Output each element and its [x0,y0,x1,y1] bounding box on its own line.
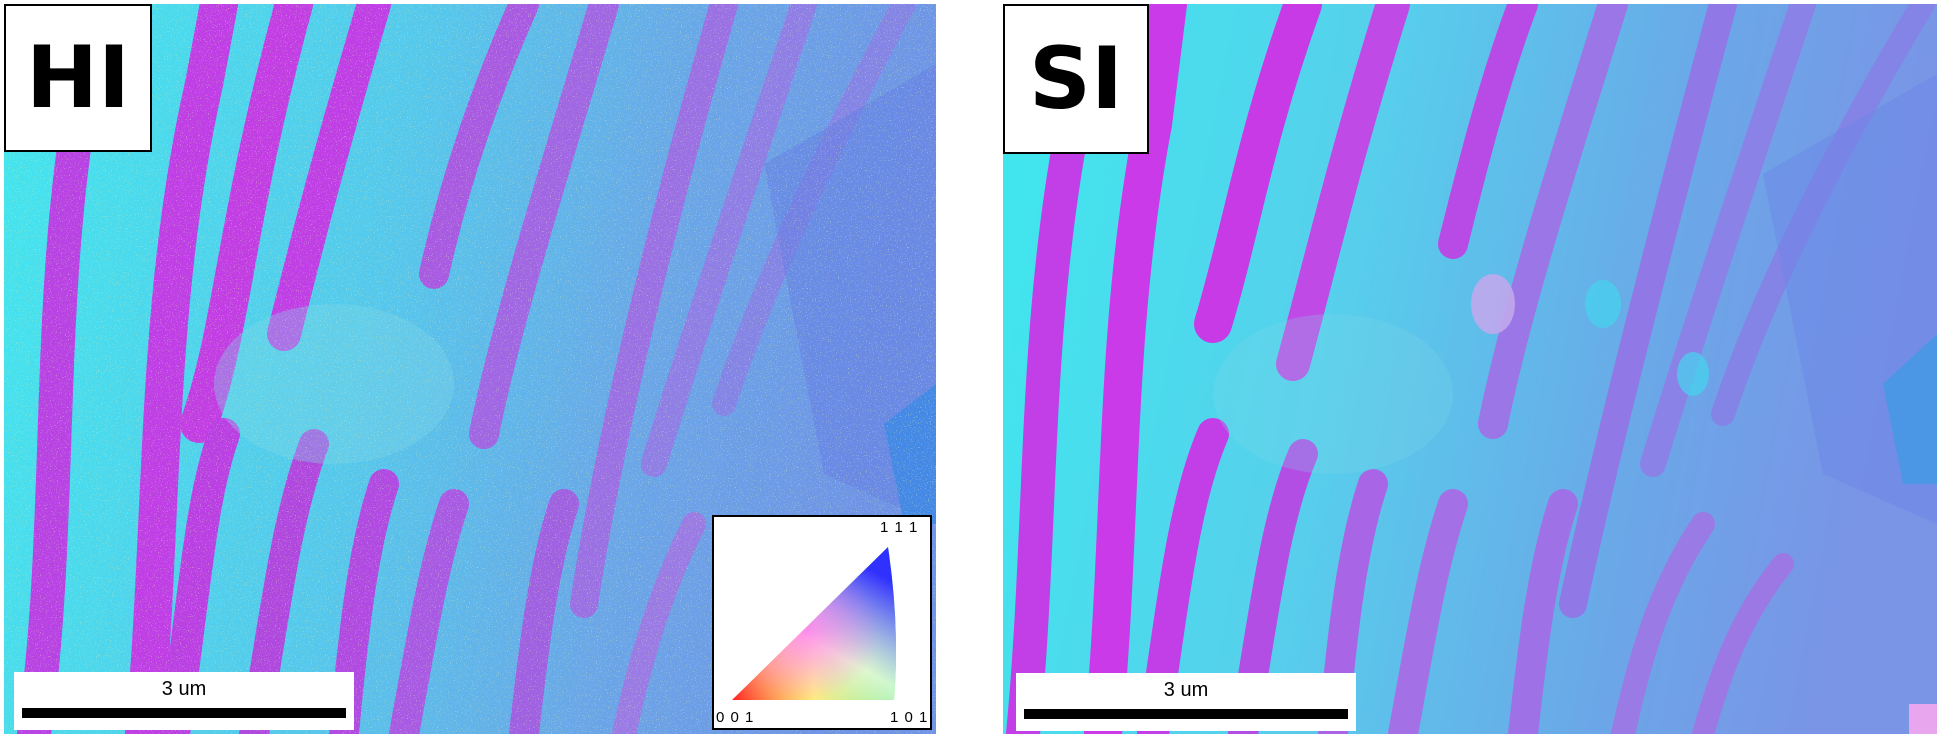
ipf-label-001: 0 0 1 [716,709,755,726]
orientation-map-hi [4,4,936,734]
ipf-color-key: 1 1 1 0 0 1 1 0 1 [712,515,932,730]
ipf-label-111: 1 1 1 [880,519,919,536]
scale-bar-si: 3 um [1016,673,1356,731]
scale-bar-line-si [1024,709,1348,719]
orientation-map-si-panel: SI 3 um [1003,4,1937,734]
orientation-map-hi-panel: HI 3 um [4,4,936,734]
ipf-triangle [732,547,896,700]
scale-bar-label-hi: 3 um [161,678,207,700]
scale-bar-label-si: 3 um [1163,679,1209,701]
ipf-label-101: 1 0 1 [890,709,929,726]
orientation-map-si [1003,4,1937,734]
panel-label-si: SI [1003,4,1149,154]
panel-label-hi: HI [4,4,152,152]
scale-bar-line-hi [22,708,346,718]
lamellae-si [1006,4,1935,734]
scale-bar-hi: 3 um [14,672,354,730]
